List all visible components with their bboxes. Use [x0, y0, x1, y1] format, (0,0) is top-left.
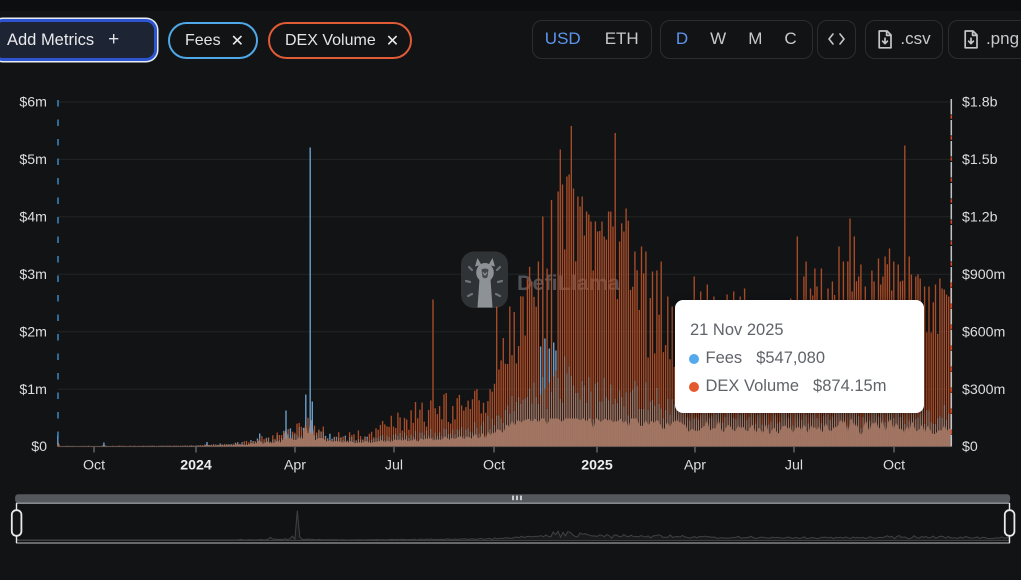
svg-text:$5m: $5m	[19, 152, 47, 168]
svg-text:$3m: $3m	[19, 267, 47, 283]
svg-text:Oct: Oct	[883, 458, 905, 474]
svg-text:Jul: Jul	[385, 458, 403, 474]
svg-text:$2m: $2m	[19, 324, 47, 340]
svg-text:Oct: Oct	[483, 458, 505, 474]
svg-text:$1.8b: $1.8b	[962, 95, 998, 111]
svg-text:2025: 2025	[581, 458, 613, 474]
svg-text:$0: $0	[962, 439, 978, 455]
svg-text:$1m: $1m	[19, 382, 47, 398]
svg-text:Jul: Jul	[785, 458, 803, 474]
svg-text:$6m: $6m	[19, 95, 47, 111]
svg-text:$900m: $900m	[962, 267, 1005, 283]
svg-text:Apr: Apr	[684, 458, 706, 474]
svg-text:2024: 2024	[180, 458, 212, 474]
svg-text:Oct: Oct	[83, 458, 105, 474]
svg-text:$1.5b: $1.5b	[962, 152, 998, 168]
svg-text:Apr: Apr	[284, 458, 306, 474]
svg-text:$4m: $4m	[19, 210, 47, 226]
svg-text:$1.2b: $1.2b	[962, 210, 998, 226]
svg-text:$600m: $600m	[962, 324, 1005, 340]
svg-text:$0: $0	[31, 439, 47, 455]
svg-text:$300m: $300m	[962, 382, 1005, 398]
